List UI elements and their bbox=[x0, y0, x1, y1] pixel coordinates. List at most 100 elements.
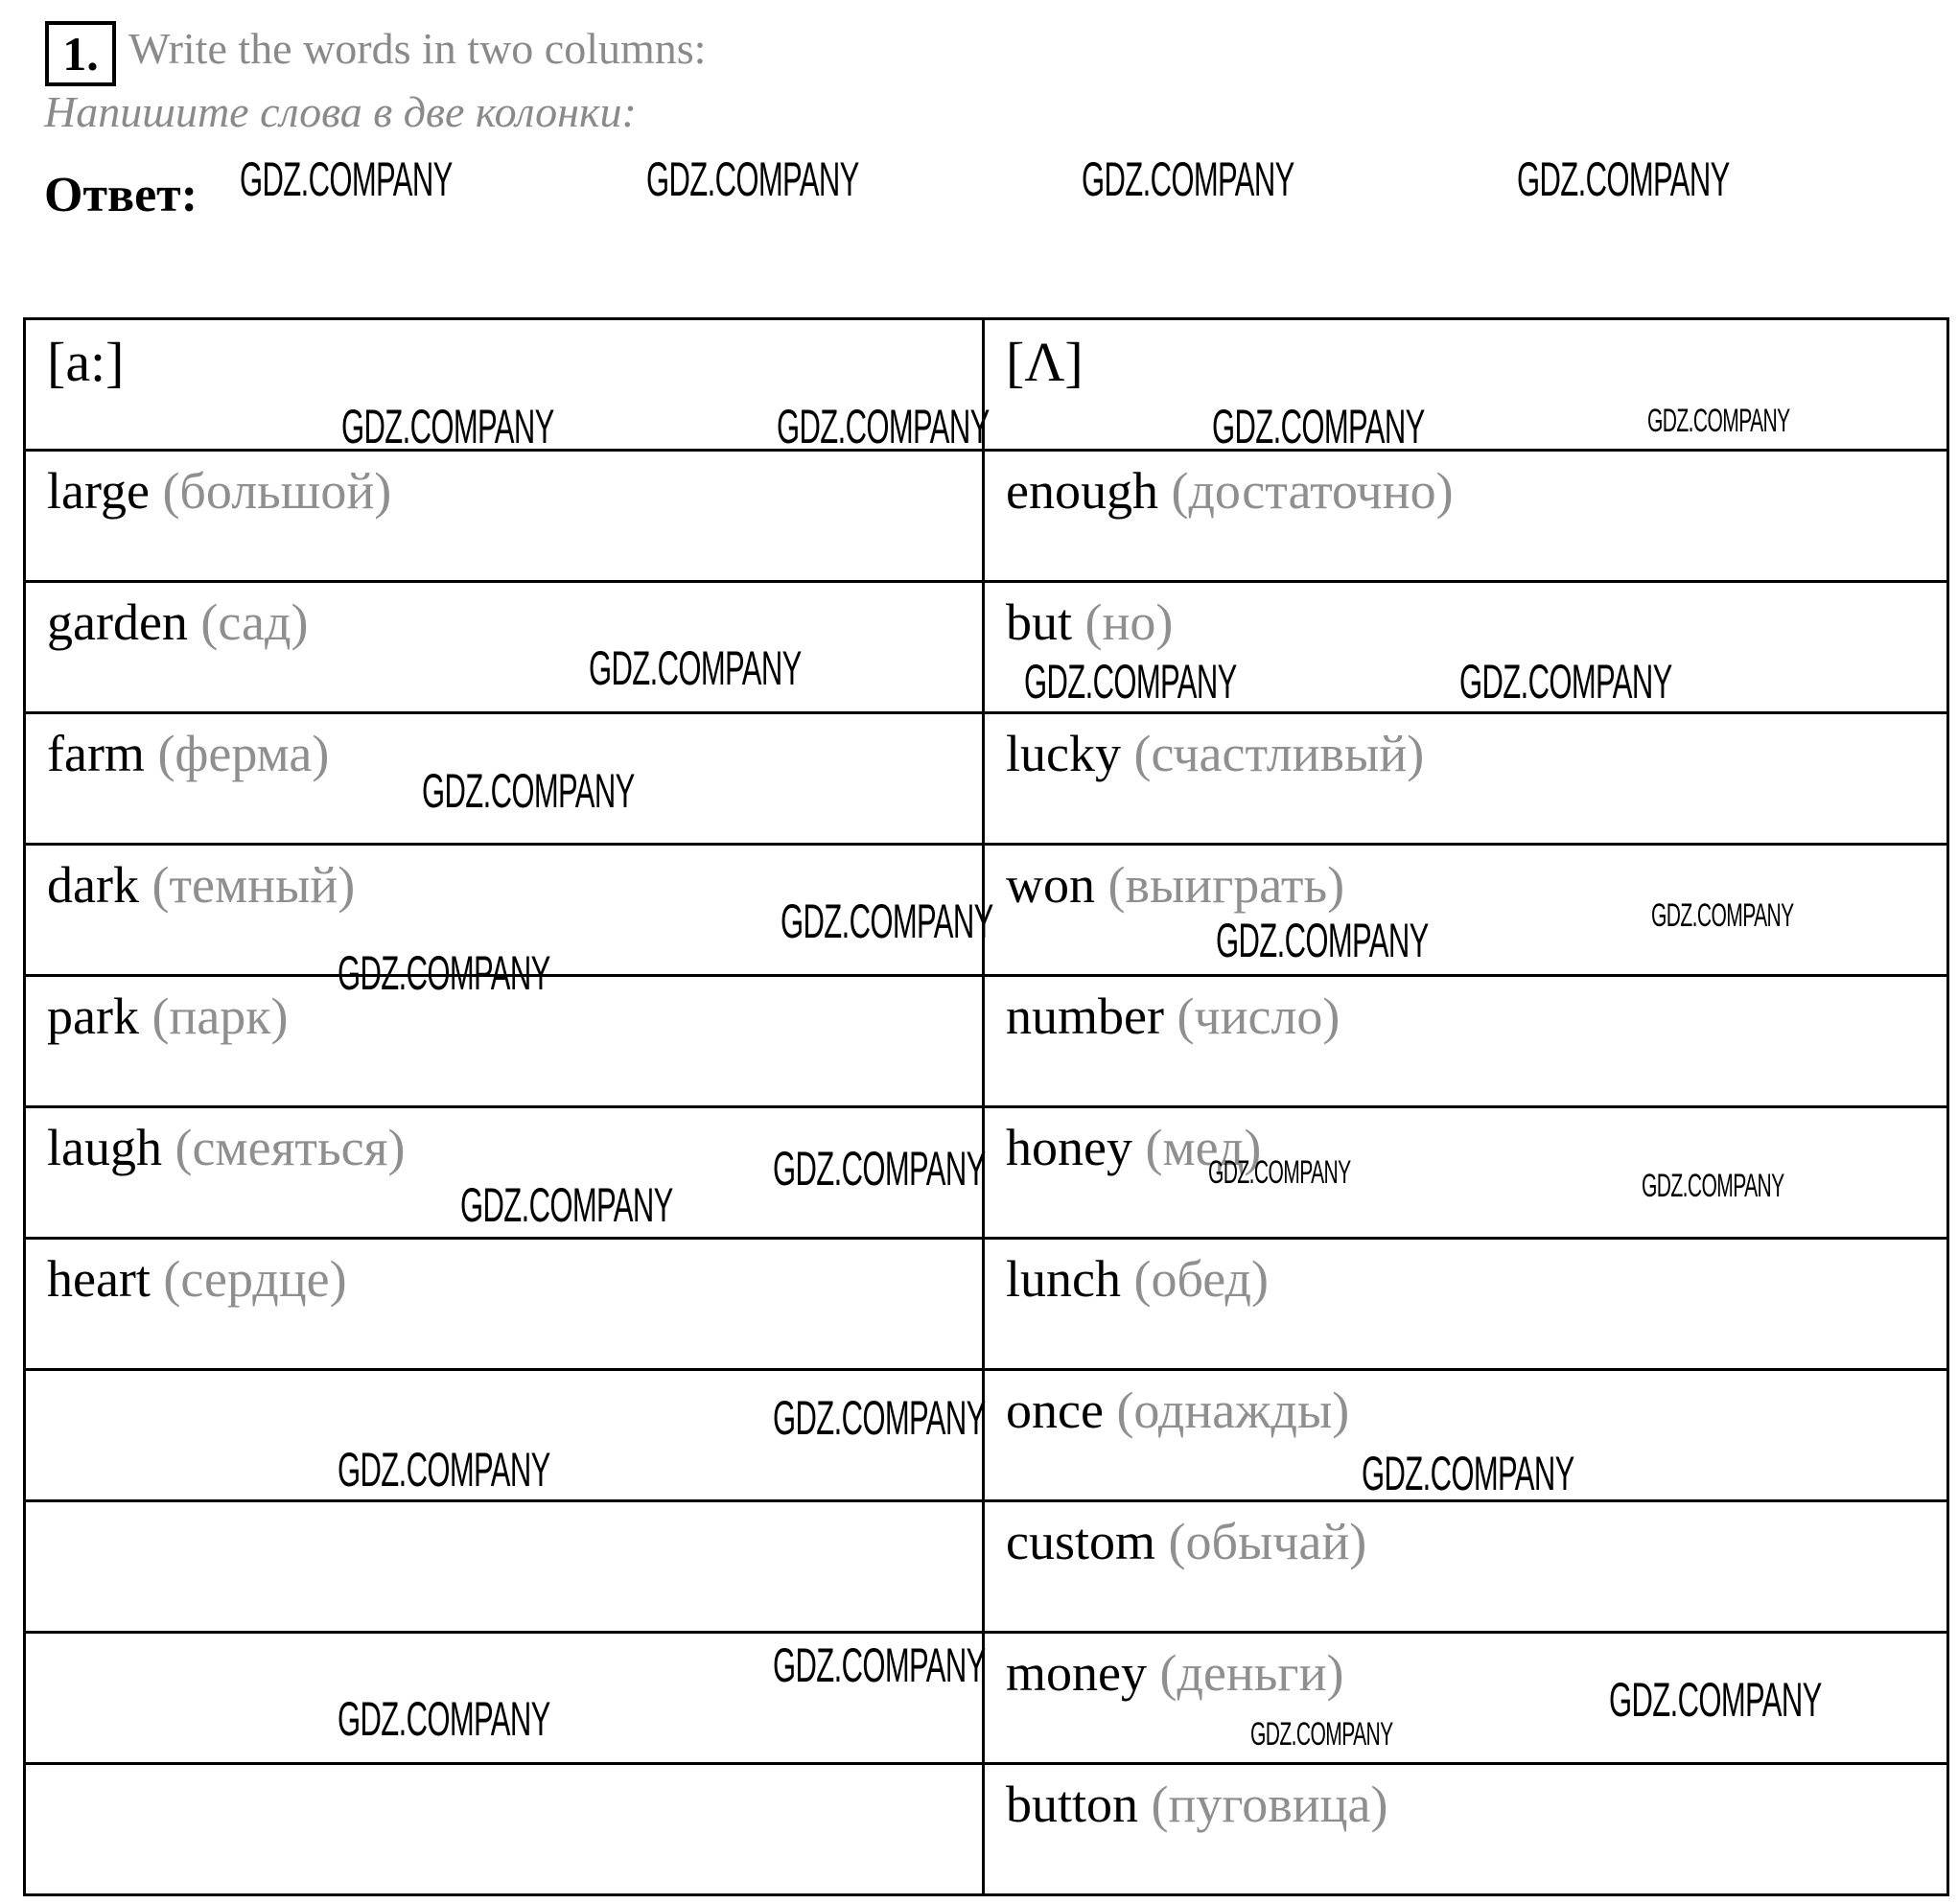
watermark-text: GDZ.COMPANY bbox=[773, 1638, 986, 1692]
translation: (однажды) bbox=[1116, 1382, 1350, 1439]
answer-label: Ответ: bbox=[44, 168, 198, 222]
word: lucky bbox=[1006, 725, 1121, 782]
watermark-text: GDZ.COMPANY bbox=[240, 152, 453, 206]
watermark-text: GDZ.COMPANY bbox=[422, 764, 635, 818]
table-row: once (однажды) bbox=[26, 1371, 1946, 1502]
watermark-text: GDZ.COMPANY bbox=[1609, 1673, 1822, 1727]
watermark-text: GDZ.COMPANY bbox=[589, 641, 802, 695]
translation: (сердце) bbox=[163, 1250, 347, 1308]
table-row: laugh (смеяться) honey (мед) bbox=[26, 1108, 1946, 1240]
word: laugh bbox=[47, 1119, 162, 1176]
left-cell: park (парк) bbox=[26, 977, 985, 1105]
right-cell: number (число) bbox=[985, 977, 1944, 1105]
watermark-text: GDZ.COMPANY bbox=[460, 1178, 673, 1232]
watermark-text: GDZ.COMPANY bbox=[1082, 152, 1294, 206]
watermark-text: GDZ.COMPANY bbox=[1642, 1168, 1784, 1204]
translation: (сад) bbox=[200, 593, 309, 651]
word: number bbox=[1006, 987, 1164, 1045]
watermark-text: GDZ.COMPANY bbox=[1651, 897, 1794, 934]
word: won bbox=[1006, 856, 1095, 914]
watermark-text: GDZ.COMPANY bbox=[1212, 400, 1425, 453]
word: dark bbox=[47, 856, 139, 914]
table-row: custom (обычай) bbox=[26, 1502, 1946, 1634]
left-cell bbox=[26, 1502, 985, 1631]
right-cell: money (деньги) bbox=[985, 1634, 1944, 1762]
translation: (пуговица) bbox=[1151, 1776, 1388, 1833]
right-cell: lucky (счастливый) bbox=[985, 714, 1944, 843]
translation: (но) bbox=[1084, 593, 1174, 651]
right-cell: enough (достаточно) bbox=[985, 452, 1944, 580]
word: money bbox=[1006, 1644, 1147, 1702]
table-row: button (пуговица) bbox=[26, 1765, 1946, 1893]
watermark-text: GDZ.COMPANY bbox=[1459, 655, 1672, 708]
table-row: dark (темный) won (выиграть) bbox=[26, 846, 1946, 977]
word-table: [a:] [Λ] large (большой) enough (достаточ… bbox=[23, 317, 1949, 1896]
translation: (выиграть) bbox=[1107, 856, 1345, 914]
table-row: park (парк) number (число) bbox=[26, 977, 1946, 1108]
watermark-text: GDZ.COMPANY bbox=[338, 1443, 550, 1497]
watermark-text: GDZ.COMPANY bbox=[646, 152, 859, 206]
right-cell: but (но) bbox=[985, 583, 1944, 711]
watermark-text: GDZ.COMPANY bbox=[338, 946, 550, 1000]
watermark-text: GDZ.COMPANY bbox=[773, 1391, 986, 1445]
watermark-text: GDZ.COMPANY bbox=[1024, 655, 1237, 708]
right-cell: honey (мед) bbox=[985, 1108, 1944, 1237]
header-long-a: [a:] bbox=[26, 320, 985, 449]
table-row: money (деньги) bbox=[26, 1634, 1946, 1765]
watermark-text: GDZ.COMPANY bbox=[1208, 1154, 1351, 1191]
left-cell: large (большой) bbox=[26, 452, 985, 580]
translation: (большой) bbox=[162, 462, 392, 520]
translation: (ферма) bbox=[157, 725, 330, 782]
translation: (обычай) bbox=[1168, 1513, 1367, 1570]
right-cell: custom (обычай) bbox=[985, 1502, 1944, 1631]
table-row: heart (сердце) lunch (обед) bbox=[26, 1240, 1946, 1371]
left-cell: farm (ферма) bbox=[26, 714, 985, 843]
translation: (мед) bbox=[1145, 1119, 1262, 1176]
watermark-text: GDZ.COMPANY bbox=[341, 400, 554, 453]
word: but bbox=[1006, 593, 1073, 651]
word: lunch bbox=[1006, 1250, 1121, 1308]
translation: (счастливый) bbox=[1133, 725, 1425, 782]
right-cell: lunch (обед) bbox=[985, 1240, 1944, 1368]
watermark-text: GDZ.COMPANY bbox=[338, 1692, 550, 1746]
watermark-text: GDZ.COMPANY bbox=[1517, 152, 1730, 206]
translation: (смеяться) bbox=[175, 1119, 406, 1176]
right-cell: won (выиграть) bbox=[985, 846, 1944, 974]
translation: (деньги) bbox=[1159, 1644, 1344, 1702]
left-cell: laugh (смеяться) bbox=[26, 1108, 985, 1237]
watermark-text: GDZ.COMPANY bbox=[1216, 914, 1429, 967]
translation: (достаточно) bbox=[1171, 462, 1454, 520]
word: honey bbox=[1006, 1119, 1132, 1176]
left-cell: garden (сад) bbox=[26, 583, 985, 711]
table-header-row: [a:] [Λ] bbox=[26, 320, 1946, 452]
word: button bbox=[1006, 1776, 1139, 1833]
left-cell bbox=[26, 1634, 985, 1762]
left-cell: heart (сердце) bbox=[26, 1240, 985, 1368]
right-cell: button (пуговица) bbox=[985, 1765, 1944, 1893]
translation: (число) bbox=[1177, 987, 1340, 1045]
watermark-text: GDZ.COMPANY bbox=[773, 1142, 986, 1196]
watermark-text: GDZ.COMPANY bbox=[1250, 1716, 1393, 1753]
header-short-u: [Λ] bbox=[1006, 331, 1084, 393]
word: heart bbox=[47, 1250, 151, 1308]
word: garden bbox=[47, 593, 188, 651]
table-row: garden (сад) but (но) bbox=[26, 583, 1946, 714]
table-row: farm (ферма) lucky (счастливый) bbox=[26, 714, 1946, 846]
word: enough bbox=[1006, 462, 1158, 520]
translation: (обед) bbox=[1133, 1250, 1269, 1308]
word: large bbox=[47, 462, 150, 520]
exercise-number: 1. bbox=[45, 21, 116, 86]
translation: (парк) bbox=[152, 987, 289, 1045]
word: once bbox=[1006, 1382, 1104, 1439]
instruction-english: Write the words in two columns: bbox=[128, 24, 707, 73]
left-cell bbox=[26, 1765, 985, 1893]
instruction-russian: Напишите слова в две колонки: bbox=[44, 87, 637, 136]
word: park bbox=[47, 987, 139, 1045]
table-row: large (большой) enough (достаточно) bbox=[26, 452, 1946, 583]
word: farm bbox=[47, 725, 145, 782]
watermark-text: GDZ.COMPANY bbox=[777, 400, 990, 453]
watermark-text: GDZ.COMPANY bbox=[1647, 403, 1790, 439]
left-cell bbox=[26, 1371, 985, 1499]
word: custom bbox=[1006, 1513, 1155, 1570]
left-cell: dark (темный) bbox=[26, 846, 985, 974]
